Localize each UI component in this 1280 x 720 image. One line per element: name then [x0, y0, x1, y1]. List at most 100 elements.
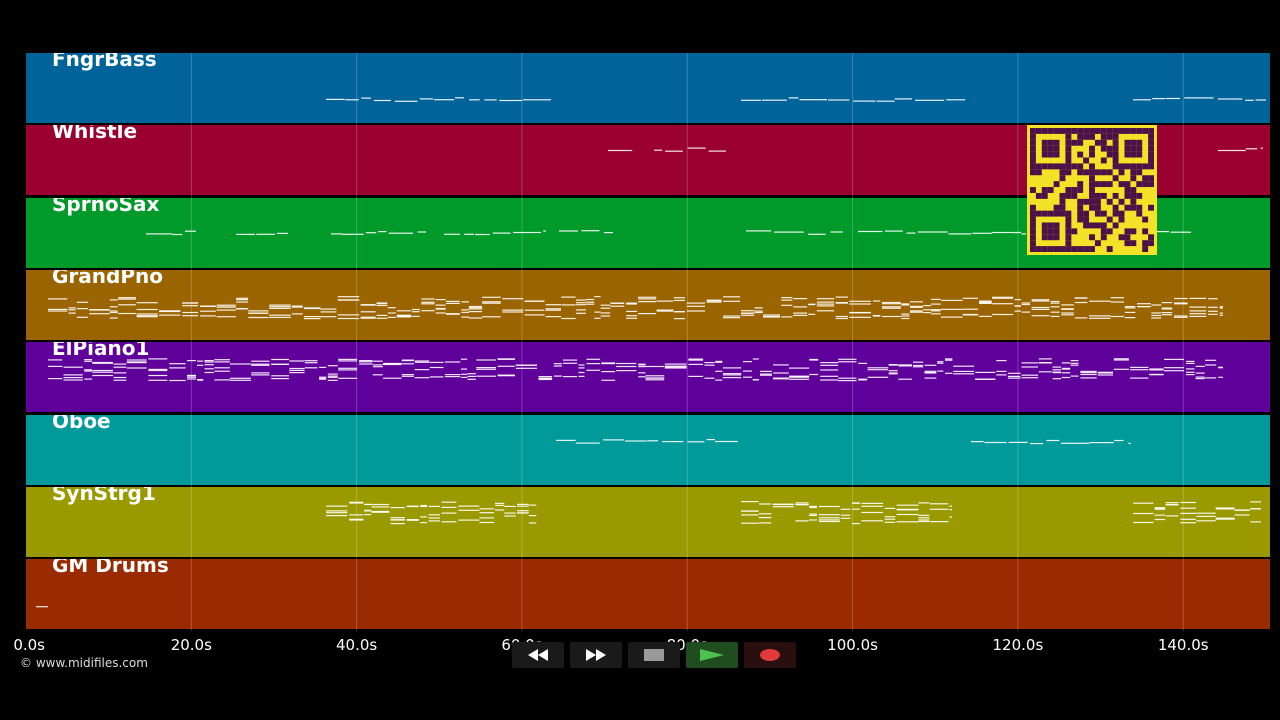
- note: [1245, 148, 1258, 150]
- note: [645, 366, 665, 368]
- note: [979, 301, 992, 303]
- note: [76, 301, 89, 303]
- note: [975, 378, 996, 381]
- note: [1030, 442, 1044, 444]
- note: [326, 505, 348, 507]
- note: [1186, 374, 1195, 376]
- note: [1007, 372, 1021, 375]
- note: [109, 306, 118, 308]
- note: [271, 359, 289, 361]
- note: [706, 299, 722, 301]
- play-button[interactable]: [686, 642, 738, 668]
- note: [556, 439, 576, 441]
- note: [1061, 308, 1074, 310]
- note: [1113, 368, 1129, 371]
- note: [63, 374, 83, 376]
- note: [204, 361, 214, 363]
- note: [971, 440, 984, 442]
- note: [269, 307, 291, 309]
- note: [656, 300, 674, 302]
- note: [704, 364, 715, 366]
- note: [1089, 441, 1114, 443]
- note: [781, 299, 793, 301]
- note: [359, 363, 373, 365]
- note: [638, 363, 646, 365]
- note: [1021, 311, 1031, 313]
- note: [773, 378, 789, 380]
- note: [795, 503, 809, 506]
- note: [888, 370, 898, 372]
- note: [773, 364, 789, 366]
- note: [420, 521, 427, 523]
- note: [1124, 316, 1136, 319]
- note: [48, 359, 63, 361]
- fast-forward-button[interactable]: [570, 642, 622, 668]
- note: [76, 316, 89, 318]
- note: [303, 315, 321, 318]
- note: [467, 373, 476, 375]
- note: [469, 99, 480, 101]
- note: [495, 509, 505, 511]
- note: [460, 373, 468, 376]
- note: [1245, 99, 1254, 101]
- note: [1161, 307, 1173, 309]
- note: [867, 367, 889, 369]
- note: [688, 359, 704, 361]
- note: [1124, 305, 1136, 308]
- track-notes: [48, 358, 1223, 382]
- note: [923, 311, 932, 314]
- note: [743, 370, 753, 372]
- note: [1074, 301, 1088, 303]
- note: [289, 372, 305, 374]
- note: [758, 522, 772, 524]
- note: [931, 310, 941, 312]
- note: [687, 440, 705, 442]
- note: [996, 360, 1007, 362]
- note: [638, 312, 657, 315]
- track-synstrg1: SynStrg1: [26, 486, 1270, 557]
- note: [953, 370, 975, 373]
- note: [562, 359, 578, 361]
- note: [809, 519, 817, 521]
- note: [216, 309, 236, 311]
- note: [1046, 439, 1060, 441]
- note: [816, 303, 835, 305]
- note: [1217, 98, 1243, 100]
- note: [931, 313, 941, 315]
- note: [1208, 313, 1218, 315]
- note: [761, 99, 787, 101]
- note: [464, 233, 475, 235]
- note: [586, 298, 595, 300]
- note: [248, 316, 269, 318]
- note: [136, 313, 158, 315]
- note: [858, 230, 883, 232]
- note: [414, 361, 430, 364]
- note: [861, 519, 884, 522]
- note: [419, 98, 433, 100]
- rewind-button[interactable]: [512, 642, 564, 668]
- note: [1170, 231, 1191, 233]
- note: [715, 379, 723, 381]
- note: [917, 230, 948, 233]
- note: [303, 317, 321, 320]
- stop-button[interactable]: [628, 642, 680, 668]
- note: [204, 372, 214, 374]
- note: [816, 305, 835, 307]
- record-button[interactable]: [744, 642, 796, 668]
- note: [789, 378, 810, 381]
- note: [48, 310, 68, 312]
- note: [1154, 514, 1166, 516]
- note: [789, 375, 810, 377]
- note: [1218, 376, 1223, 379]
- note: [858, 379, 868, 381]
- note: [913, 365, 924, 367]
- note: [1124, 307, 1136, 309]
- note: [772, 505, 794, 508]
- note: [342, 233, 364, 235]
- note: [84, 370, 93, 372]
- note: [92, 370, 113, 372]
- note: [319, 378, 327, 380]
- note: [421, 309, 435, 312]
- note: [172, 233, 183, 235]
- note: [1124, 311, 1136, 313]
